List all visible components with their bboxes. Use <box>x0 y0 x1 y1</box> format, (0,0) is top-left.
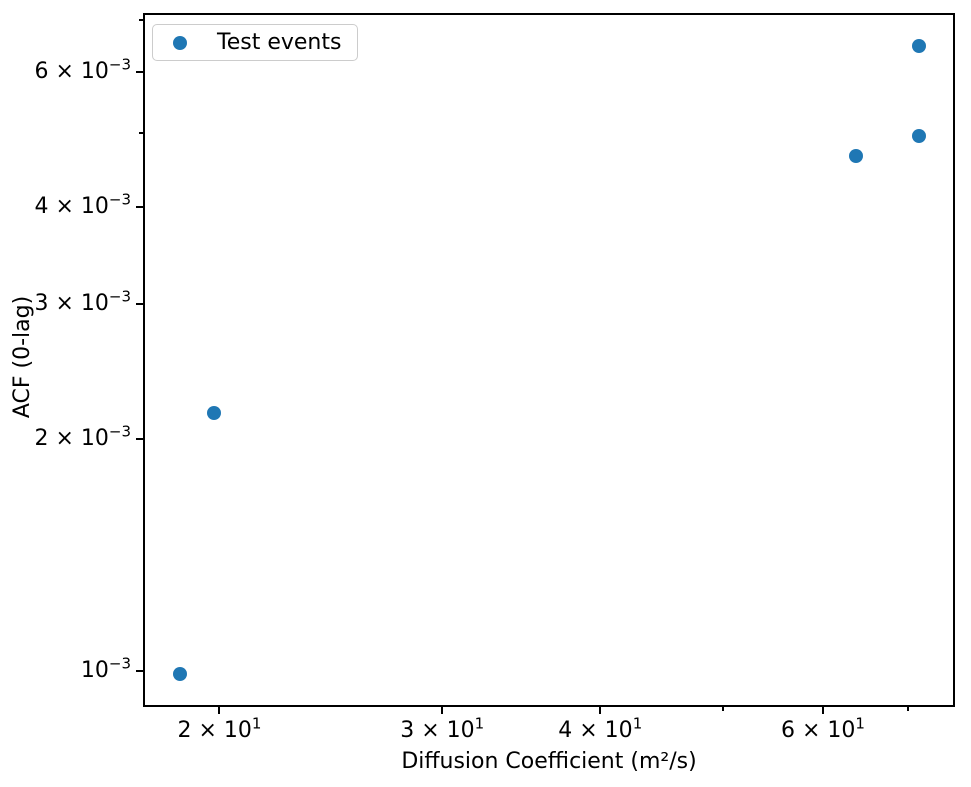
x-tick-label: 4 × 101 <box>558 714 643 743</box>
y-minor-tick <box>139 131 143 134</box>
y-tick-label: 2 × 10−3 <box>34 422 131 452</box>
y-tick-label: 10−3 <box>80 654 131 683</box>
data-point <box>206 406 221 421</box>
x-tick-label: 3 × 101 <box>400 714 485 743</box>
y-tick-label: 3 × 10−3 <box>34 287 131 316</box>
tick-exponent: 1 <box>632 714 643 733</box>
x-major-tick <box>441 707 444 714</box>
x-major-tick <box>599 707 602 714</box>
x-tick-label: 2 × 101 <box>177 714 262 743</box>
y-tick-label: 4 × 10−3 <box>34 190 131 220</box>
x-tick-label: 6 × 101 <box>780 714 865 743</box>
tick-exponent: −3 <box>108 55 131 74</box>
y-major-tick <box>136 206 143 209</box>
data-point <box>172 667 187 682</box>
tick-exponent: 1 <box>251 714 262 733</box>
tick-exponent: −3 <box>108 287 131 306</box>
y-minor-tick <box>139 19 143 22</box>
tick-exponent: 1 <box>855 714 865 733</box>
tick-exponent: −3 <box>108 422 131 441</box>
y-major-tick <box>136 70 143 73</box>
legend-marker-icon <box>173 35 187 50</box>
data-point <box>911 129 926 143</box>
y-major-tick <box>136 670 143 672</box>
x-major-tick <box>821 707 824 714</box>
tick-exponent: 1 <box>474 714 485 733</box>
y-tick-label: 6 × 10−3 <box>34 55 131 84</box>
x-minor-tick <box>906 707 909 711</box>
y-axis-label: ACF (0-lag) <box>10 295 35 419</box>
legend: Test events <box>152 24 359 61</box>
tick-exponent: −3 <box>108 190 131 209</box>
data-point <box>848 149 863 164</box>
legend-label: Test events <box>217 29 342 55</box>
y-major-tick <box>136 438 143 441</box>
x-axis-label: Diffusion Coefficient (m²/s) <box>401 749 697 774</box>
data-point <box>911 39 926 54</box>
y-major-tick <box>136 302 143 305</box>
plot-area <box>143 13 955 707</box>
tick-exponent: −3 <box>108 654 131 673</box>
x-minor-tick <box>721 707 724 711</box>
x-major-tick <box>218 707 221 714</box>
